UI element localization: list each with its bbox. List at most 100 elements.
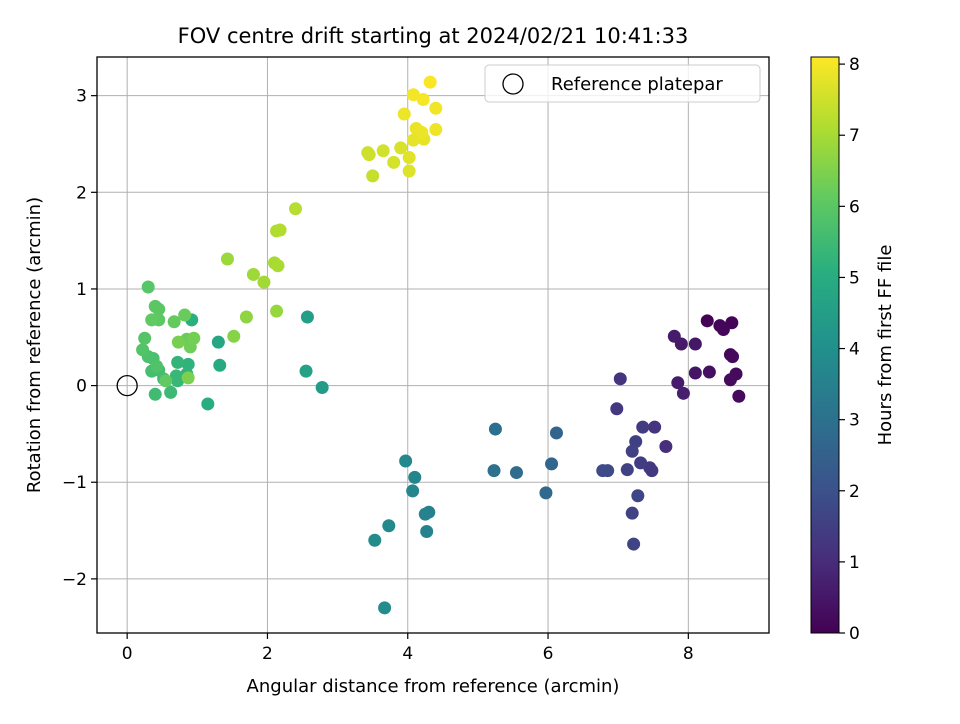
scatter-point <box>408 470 422 484</box>
scatter-point <box>394 141 408 155</box>
x-tick-label: 6 <box>543 644 554 664</box>
y-tick-label: −2 <box>62 570 87 590</box>
scatter-point <box>227 329 241 343</box>
colorbar-ticks: 0 1 2 3 4 5 6 7 8 <box>839 55 860 644</box>
y-axis-label: Rotation from reference (arcmin) <box>24 197 45 493</box>
scatter-point <box>299 364 313 378</box>
scatter-point <box>702 365 716 379</box>
colorbar-label: Hours from first FF file <box>875 245 896 446</box>
scatter-point <box>213 358 227 372</box>
legend-marker-icon <box>502 73 524 95</box>
colorbar-tick-label: 8 <box>849 55 860 75</box>
legend-entry-reference: Reference platepar <box>551 74 723 95</box>
scatter-point <box>376 144 390 158</box>
scatter-point <box>645 464 659 478</box>
scatter-point <box>181 371 195 385</box>
scatter-point <box>420 525 434 539</box>
scatter-point <box>659 439 673 453</box>
scatter-point <box>700 314 714 328</box>
scatter-point <box>723 373 737 387</box>
scatter-point <box>178 308 192 322</box>
scatter-point <box>732 389 746 403</box>
scatter-point <box>270 304 284 318</box>
scatter-point <box>368 533 382 547</box>
scatter-point <box>625 444 639 458</box>
scatter-point <box>676 386 690 400</box>
scatter-point <box>610 402 624 416</box>
scatter-point <box>150 359 164 373</box>
reference-point <box>116 374 138 397</box>
scatter-point <box>201 397 215 411</box>
y-tick-label: 0 <box>76 377 87 397</box>
scatter-point <box>402 151 416 165</box>
scatter-point <box>273 223 287 237</box>
legend-box <box>484 64 761 103</box>
scatter-point <box>667 329 681 343</box>
legend[interactable]: Reference platepar <box>484 64 761 103</box>
scatter-point <box>378 601 392 615</box>
scatter-point <box>382 519 396 533</box>
x-tick-label: 8 <box>683 644 694 664</box>
scatter-point <box>549 426 563 440</box>
scatter-point <box>169 369 183 383</box>
plot-frame <box>96 56 770 634</box>
colorbar-tick-label: 0 <box>849 624 860 644</box>
scatter-point <box>138 331 152 345</box>
scatter-point <box>239 310 253 324</box>
scatter-point <box>187 331 201 345</box>
scatter-point <box>211 335 225 349</box>
scatter-point <box>613 372 627 386</box>
scatter-point <box>423 75 437 89</box>
scatter-point <box>636 420 650 434</box>
scatter-point <box>387 155 401 169</box>
y-tick-label: 2 <box>76 183 87 203</box>
scatter-point <box>648 420 662 434</box>
scatter-point <box>488 422 502 436</box>
scatter-point <box>315 381 329 395</box>
scatter-point <box>362 148 376 162</box>
scatter-point <box>171 335 185 349</box>
scatter-point <box>406 88 420 102</box>
scatter-point <box>141 280 155 294</box>
x-tick-label: 2 <box>262 644 273 664</box>
scatter-point <box>539 486 553 500</box>
scatter-point <box>671 376 685 390</box>
scatter-point <box>257 275 271 289</box>
y-axis-ticks: −2 −1 0 1 2 3 <box>62 87 97 590</box>
scatter-point <box>159 374 173 388</box>
scatter-point <box>402 164 416 178</box>
scatter-point <box>220 252 234 266</box>
scatter-point <box>406 484 420 498</box>
scatter-point <box>366 169 380 183</box>
scatter-point <box>300 310 314 324</box>
scatter-point <box>596 464 610 478</box>
colorbar: 0 1 2 3 4 5 6 7 8 Hours from first FF file <box>810 55 896 644</box>
scatter-point <box>406 133 420 147</box>
scatter-point <box>429 122 443 136</box>
scatter-point <box>487 464 501 478</box>
scatter-point <box>164 385 178 399</box>
scatter-point <box>399 454 413 468</box>
y-tick-label: 1 <box>76 280 87 300</box>
scatter-point <box>545 457 559 471</box>
scatter-point <box>716 323 730 337</box>
x-axis-label: Angular distance from reference (arcmin) <box>247 676 620 697</box>
y-tick-label: −1 <box>62 473 87 493</box>
scatter-point <box>625 506 639 520</box>
scatter-point <box>289 202 303 216</box>
colorbar-tick-label: 3 <box>849 411 860 431</box>
scatter-point <box>688 337 702 351</box>
scatter-point <box>627 537 641 551</box>
x-tick-label: 4 <box>402 644 413 664</box>
colorbar-tick-label: 6 <box>849 197 860 217</box>
colorbar-tick-label: 5 <box>849 268 860 288</box>
colorbar-tick-label: 7 <box>849 126 860 146</box>
reference-platepar-marker <box>116 374 138 397</box>
scatter-point <box>246 267 260 281</box>
colorbar-gradient <box>810 56 840 634</box>
scatter-point <box>167 315 181 329</box>
colorbar-tick-label: 2 <box>849 482 860 502</box>
scatter-point <box>631 489 645 503</box>
scatter-point <box>148 387 162 401</box>
